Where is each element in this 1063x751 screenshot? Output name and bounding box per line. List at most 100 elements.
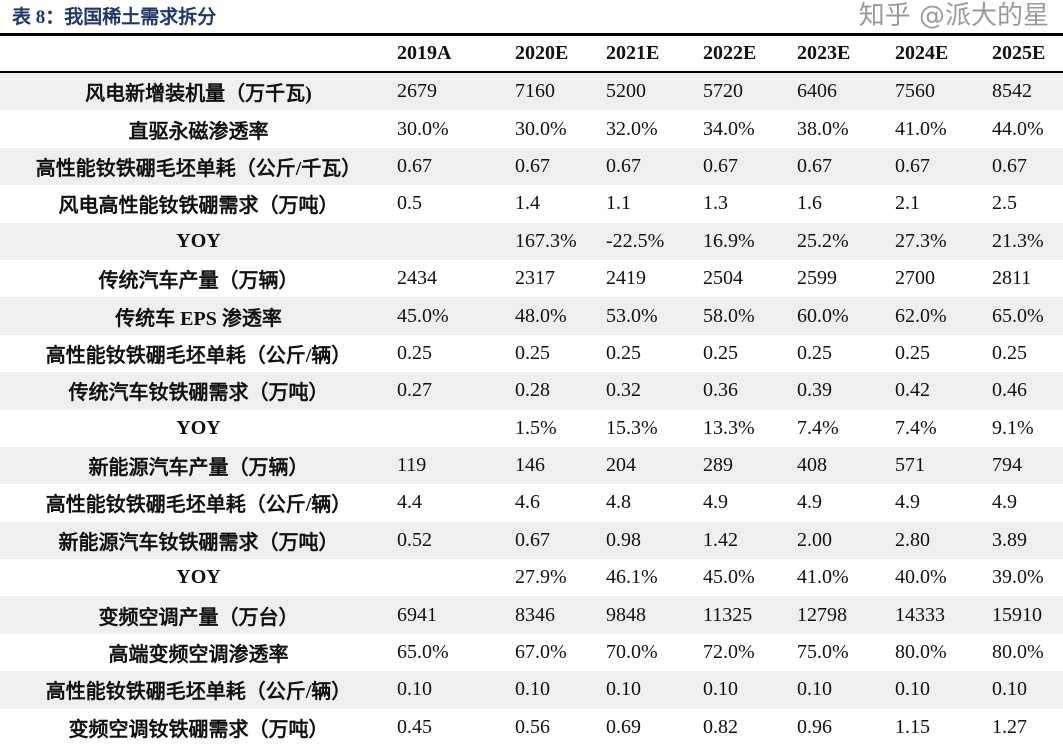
cell-value: 30.0%: [397, 117, 449, 140]
cell-value: 0.67: [703, 147, 797, 186]
cell-value: 0.10: [703, 671, 797, 709]
table-row: 变频空调产量（万台） 6941 8346 9848 11325 12798 14333 159…: [0, 596, 1063, 634]
cell-value: 4.9: [992, 491, 1017, 514]
column-header: 2024E: [895, 36, 992, 73]
table-row: 高性能钕铁硼毛坯单耗（公斤/辆） 0.25 0.25 0.25 0.25 0.25 0.25…: [0, 335, 1063, 372]
cell-value: 2317: [515, 267, 555, 290]
cell-value: 2.00: [797, 521, 895, 560]
cell-value: 146: [515, 446, 606, 485]
cell-value: [397, 559, 515, 596]
cell-value: 1.5%: [515, 416, 557, 439]
cell-value: 0.67: [606, 147, 703, 186]
cell-value: 7.4%: [797, 416, 839, 439]
cell-value: 25.2%: [797, 222, 895, 260]
table-row: 高端变频空调渗透率 65.0% 67.0% 70.0% 72.0% 75.0% 80.0% 8…: [0, 634, 1063, 671]
column-header: 2025E: [992, 36, 1063, 73]
cell-value: 289: [703, 446, 797, 485]
cell-value: 7.4%: [895, 416, 937, 439]
table-row: YOY 1.5% 15.3% 13.3% 7.4% 7.4% 9.1%: [0, 410, 1063, 447]
cell-value: 39.0%: [992, 566, 1044, 589]
cell-value: 0.25: [606, 341, 641, 364]
cell-value: 0.42: [895, 372, 992, 410]
table-row: 高性能钕铁硼毛坯单耗（公斤/辆） 4.4 4.6 4.8 4.9 4.9 4.9 4.9: [0, 484, 1063, 521]
table-row: YOY 27.9% 46.1% 45.0% 41.0% 40.0% 39.0%: [0, 559, 1063, 596]
cell-value: 0.10: [397, 671, 515, 709]
cell-value: 21.3%: [992, 222, 1063, 260]
cell-value: 0.25: [895, 341, 930, 364]
row-label: 新能源汽车钕铁硼需求（万吨）: [0, 521, 397, 560]
cell-value: 14333: [895, 596, 992, 634]
cell-value: 1.42: [703, 521, 797, 560]
cell-value: 119: [397, 446, 515, 485]
cell-value: 6941: [397, 596, 515, 634]
cell-value: 60.0%: [797, 297, 895, 335]
cell-value: 7560: [895, 72, 992, 111]
cell-value: 0.10: [797, 671, 895, 709]
cell-value: 15.3%: [606, 416, 658, 439]
cell-value: 0.45: [397, 715, 432, 738]
table-row: 直驱永磁渗透率 30.0% 30.0% 32.0% 34.0% 38.0% 41.0% 44.…: [0, 110, 1063, 147]
cell-value: 794: [992, 446, 1063, 485]
cell-value: 0.28: [515, 372, 606, 410]
cell-value: 5200: [606, 72, 703, 111]
cell-value: 4.9: [895, 491, 920, 514]
table-row: 高性能钕铁硼毛坯单耗（公斤/辆） 0.10 0.10 0.10 0.10 0.10 0.10…: [0, 671, 1063, 709]
cell-value: 0.36: [703, 372, 797, 410]
cell-value: 62.0%: [895, 297, 992, 335]
row-label: 高性能钕铁硼毛坯单耗（公斤/千瓦）: [0, 147, 397, 186]
table-row: 新能源汽车钕铁硼需求（万吨） 0.52 0.67 0.98 1.42 2.00 2.80 3.…: [0, 521, 1063, 560]
cell-value: 13.3%: [703, 416, 755, 439]
column-header: 2019A: [397, 36, 515, 73]
cell-value: 0.67: [797, 147, 895, 186]
cell-value: 40.0%: [895, 566, 947, 589]
cell-value: 72.0%: [703, 641, 755, 664]
cell-value: 8346: [515, 596, 606, 634]
top-rule: [0, 33, 1063, 36]
row-label: 传统汽车钕铁硼需求（万吨）: [0, 372, 397, 410]
column-header: 2021E: [606, 36, 703, 73]
cell-value: 0.56: [515, 715, 550, 738]
column-header: 2022E: [703, 36, 797, 73]
cell-value: 11325: [703, 596, 797, 634]
row-label: 变频空调产量（万台）: [0, 596, 397, 634]
cell-value: 2811: [992, 267, 1032, 290]
cell-value: 571: [895, 446, 992, 485]
cell-value: 0.32: [606, 372, 703, 410]
cell-value: 8542: [992, 72, 1063, 111]
cell-value: 70.0%: [606, 641, 658, 664]
watermark: 知乎 @派大的星: [858, 1, 1049, 31]
cell-value: 9848: [606, 596, 703, 634]
cell-value: [397, 410, 515, 447]
column-header: 2023E: [797, 36, 895, 73]
rare-earth-demand-table: 2019A 2020E 2021E 2022E 2023E 2024E 2025E 风电新增…: [0, 36, 1063, 746]
cell-value: 2599: [797, 267, 837, 290]
cell-value: 12798: [797, 596, 895, 634]
cell-value: 2.5: [992, 192, 1017, 215]
cell-value: 204: [606, 446, 703, 485]
cell-value: 4.9: [703, 491, 728, 514]
cell-value: 30.0%: [515, 117, 567, 140]
row-label: YOY: [176, 566, 221, 589]
cell-value: 45.0%: [703, 566, 755, 589]
cell-value: 4.9: [797, 491, 822, 514]
cell-value: 75.0%: [797, 641, 849, 664]
cell-value: 67.0%: [515, 641, 567, 664]
table-title: 表 8：我国稀土需求拆分: [12, 7, 217, 28]
row-label: 高性能钕铁硼毛坯单耗（公斤/辆）: [45, 344, 352, 367]
table-row: 新能源汽车产量（万辆） 119 146 204 289 408 571 794: [0, 446, 1063, 485]
cell-value: 44.0%: [992, 117, 1044, 140]
cell-value: 0.25: [397, 341, 432, 364]
cell-value: 2.1: [895, 192, 920, 215]
row-label: 直驱永磁渗透率: [128, 120, 269, 143]
cell-value: 1.3: [703, 192, 728, 215]
cell-value: 41.0%: [797, 566, 849, 589]
cell-value: -22.5%: [606, 222, 703, 260]
cell-value: 0.67: [397, 147, 515, 186]
cell-value: 2434: [397, 267, 437, 290]
cell-value: 0.10: [992, 671, 1063, 709]
cell-value: 5720: [703, 72, 797, 111]
row-label: 高性能钕铁硼毛坯单耗（公斤/辆）: [0, 671, 397, 709]
cell-value: 6406: [797, 72, 895, 111]
cell-value: 2.80: [895, 521, 992, 560]
cell-value: 4.4: [397, 491, 422, 514]
